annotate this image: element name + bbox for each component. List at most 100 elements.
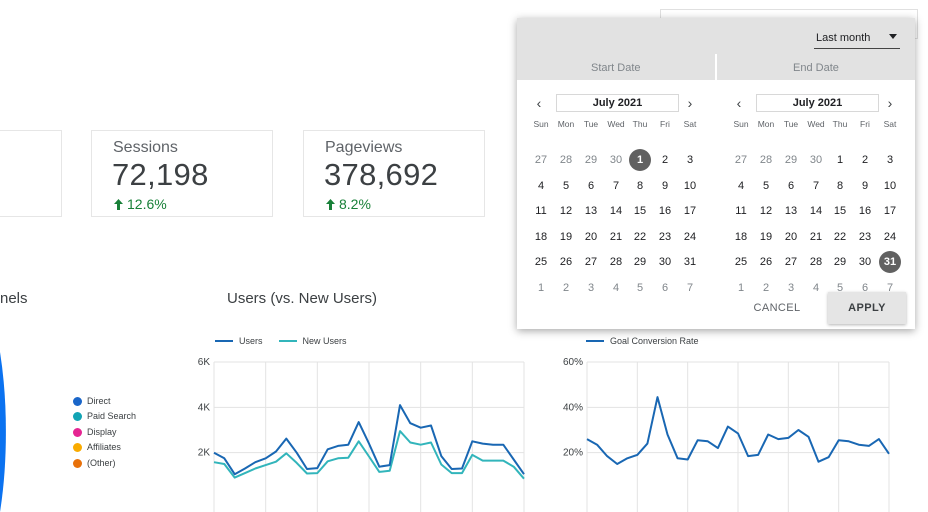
calendar-day[interactable]: 24: [883, 230, 897, 243]
calendar-day[interactable]: 5: [562, 179, 570, 192]
calendar-day[interactable]: 28: [559, 154, 573, 166]
calendar-day[interactable]: 1: [836, 154, 844, 166]
calendar-day[interactable]: 25: [534, 256, 548, 268]
calendar-day[interactable]: 22: [833, 230, 847, 243]
calendar-day[interactable]: 2: [762, 281, 770, 294]
conversion-line-chart[interactable]: 20% 40% 60%: [540, 350, 900, 512]
calendar-day[interactable]: 3: [686, 154, 694, 166]
calendar-day[interactable]: 5: [636, 281, 644, 294]
calendar-day[interactable]: 23: [858, 230, 872, 243]
legend-item[interactable]: (Other): [73, 458, 116, 468]
calendar-day[interactable]: 27: [784, 256, 798, 268]
calendar-day[interactable]: 6: [661, 281, 669, 294]
calendar-day[interactable]: 5: [836, 281, 844, 294]
calendar-day[interactable]: 20: [584, 230, 598, 243]
prev-month-icon[interactable]: ‹: [736, 95, 742, 111]
calendar-day[interactable]: 7: [812, 179, 820, 192]
end-month-select[interactable]: July 2021: [756, 94, 879, 112]
calendar-day[interactable]: 8: [836, 179, 844, 192]
calendar-day[interactable]: 15: [633, 205, 647, 217]
calendar-day[interactable]: 9: [661, 179, 669, 192]
calendar-day[interactable]: 23: [658, 230, 672, 243]
calendar-day[interactable]: 14: [809, 205, 823, 217]
calendar-day[interactable]: 17: [683, 205, 697, 217]
calendar-day[interactable]: 17: [883, 205, 897, 217]
calendar-day[interactable]: 2: [562, 281, 570, 294]
calendar-day[interactable]: 28: [759, 154, 773, 166]
calendar-day[interactable]: 30: [809, 154, 823, 166]
calendar-day[interactable]: 30: [658, 256, 672, 268]
calendar-day[interactable]: 15: [833, 205, 847, 217]
calendar-day[interactable]: 28: [809, 256, 823, 268]
calendar-day[interactable]: 29: [584, 154, 598, 166]
scorecard-sessions[interactable]: Sessions 72,198 12.6%: [91, 130, 273, 217]
calendar-day[interactable]: 1: [737, 281, 745, 294]
calendar-day[interactable]: 27: [734, 154, 748, 166]
calendar-day[interactable]: 31: [683, 256, 697, 268]
calendar-day[interactable]: 2: [661, 154, 669, 166]
date-range-preset-select[interactable]: Last month: [814, 27, 900, 49]
start-month-select[interactable]: July 2021: [556, 94, 679, 112]
calendar-day[interactable]: 30: [858, 256, 872, 268]
series-line[interactable]: [586, 396, 890, 465]
calendar-day[interactable]: 4: [812, 281, 820, 294]
calendar-day[interactable]: 19: [559, 230, 573, 243]
channels-pie-chart[interactable]: [0, 340, 60, 512]
calendar-day[interactable]: 3: [886, 154, 894, 166]
calendar-day[interactable]: 22: [633, 230, 647, 243]
calendar-day[interactable]: 19: [759, 230, 773, 243]
scorecard-partial[interactable]: [0, 130, 62, 217]
calendar-day[interactable]: 27: [534, 154, 548, 166]
calendar-day-selected[interactable]: 31: [879, 251, 901, 273]
calendar-day[interactable]: 11: [735, 205, 747, 217]
calendar-day[interactable]: 3: [787, 281, 795, 294]
legend-item[interactable]: Paid Search: [73, 411, 136, 421]
calendar-day[interactable]: 7: [886, 281, 894, 294]
calendar-day[interactable]: 1: [537, 281, 545, 294]
calendar-day[interactable]: 10: [883, 179, 897, 192]
apply-button[interactable]: APPLY: [828, 292, 906, 324]
calendar-day[interactable]: 24: [683, 230, 697, 243]
calendar-day[interactable]: 29: [833, 256, 847, 268]
calendar-day[interactable]: 18: [534, 230, 548, 243]
calendar-day[interactable]: 21: [809, 230, 823, 243]
calendar-day[interactable]: 26: [559, 256, 573, 268]
calendar-day[interactable]: 4: [737, 179, 745, 192]
calendar-day[interactable]: 4: [612, 281, 620, 294]
calendar-day[interactable]: 21: [609, 230, 623, 243]
calendar-day[interactable]: 20: [784, 230, 798, 243]
next-month-icon[interactable]: ›: [887, 95, 893, 111]
calendar-day[interactable]: 12: [759, 205, 773, 217]
calendar-day[interactable]: 3: [587, 281, 595, 294]
calendar-day[interactable]: 18: [734, 230, 748, 243]
calendar-day[interactable]: 26: [759, 256, 773, 268]
calendar-day[interactable]: 2: [861, 154, 869, 166]
calendar-day[interactable]: 8: [636, 179, 644, 192]
calendar-day[interactable]: 14: [609, 205, 623, 217]
calendar-day[interactable]: 29: [784, 154, 798, 166]
end-date-label[interactable]: End Date: [793, 62, 839, 74]
legend-item[interactable]: Affiliates: [73, 442, 121, 452]
calendar-day[interactable]: 10: [683, 179, 697, 192]
calendar-day[interactable]: 4: [537, 179, 545, 192]
calendar-day[interactable]: 13: [584, 205, 598, 217]
calendar-day[interactable]: 25: [734, 256, 748, 268]
calendar-day[interactable]: 11: [535, 205, 547, 217]
scorecard-pageviews[interactable]: Pageviews 378,692 8.2%: [303, 130, 485, 217]
prev-month-icon[interactable]: ‹: [536, 95, 542, 111]
calendar-day-selected[interactable]: 1: [629, 149, 651, 171]
calendar-day[interactable]: 28: [609, 256, 623, 268]
calendar-day[interactable]: 30: [609, 154, 623, 166]
series-line[interactable]: [213, 404, 525, 476]
calendar-day[interactable]: 6: [587, 179, 595, 192]
cancel-button[interactable]: CANCEL: [753, 302, 801, 314]
calendar-day[interactable]: 27: [584, 256, 598, 268]
calendar-day[interactable]: 7: [612, 179, 620, 192]
start-date-label[interactable]: Start Date: [591, 62, 641, 74]
next-month-icon[interactable]: ›: [687, 95, 693, 111]
calendar-day[interactable]: 13: [784, 205, 798, 217]
calendar-day[interactable]: 6: [787, 179, 795, 192]
users-line-chart[interactable]: 2K 4K 6K: [180, 350, 530, 512]
calendar-day[interactable]: 16: [858, 205, 872, 217]
calendar-day[interactable]: 12: [559, 205, 573, 217]
